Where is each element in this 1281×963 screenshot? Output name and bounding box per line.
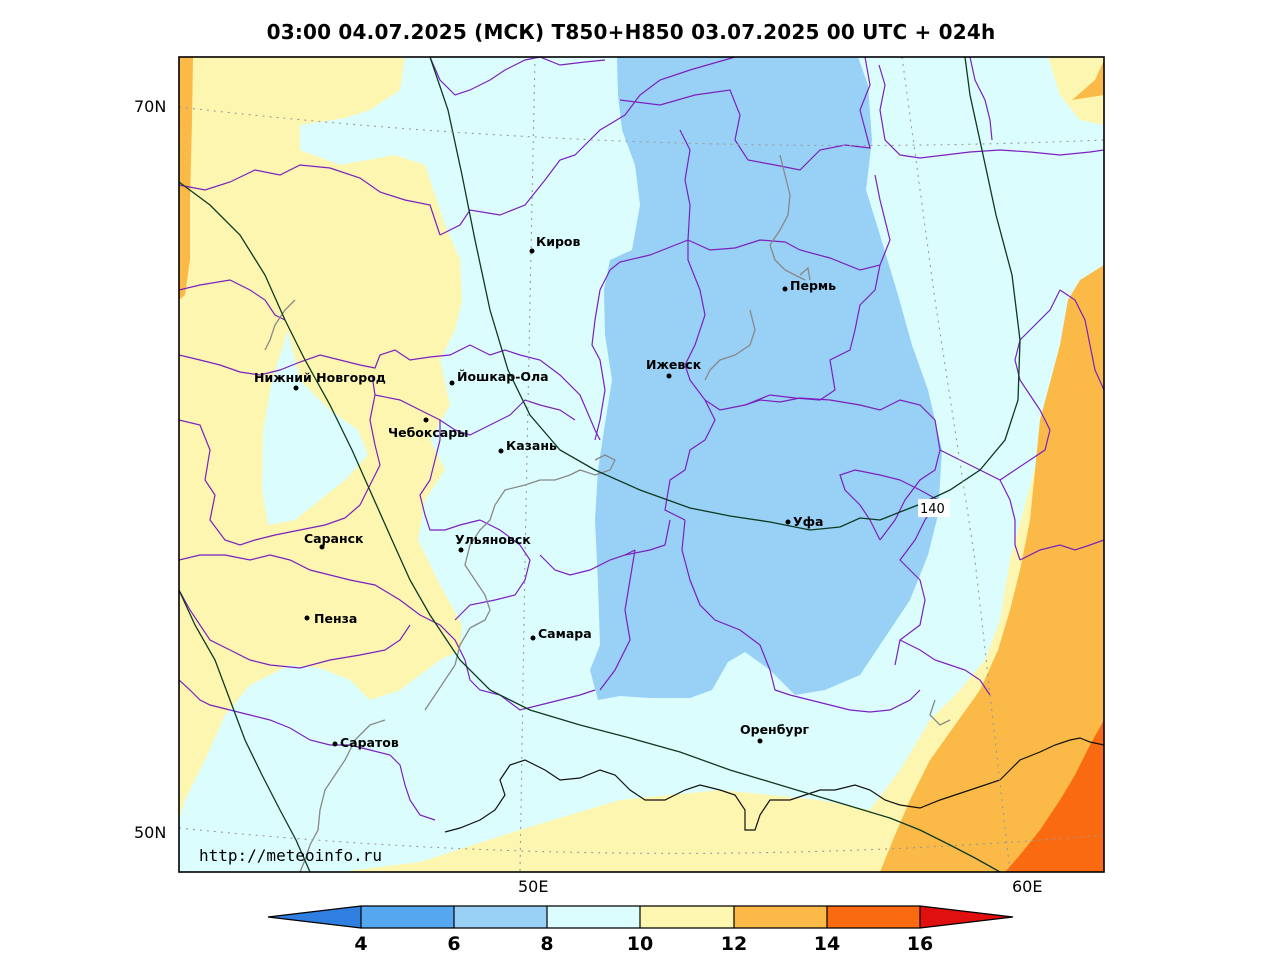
city-label-saransk: Саранск (304, 531, 364, 546)
colorbar-tick-10: 10 (627, 933, 653, 955)
isoline-label-bg (918, 499, 950, 517)
map-field (179, 57, 1104, 872)
city-label-samara: Самара (538, 626, 592, 641)
city-marker (449, 380, 455, 386)
city-marker (498, 448, 504, 454)
temperature-band-12-14-ne (1072, 60, 1104, 100)
city-label-nizhny: Нижний Новгород (254, 370, 386, 385)
city-marker (332, 741, 338, 747)
city-label-ulyanovsk: Ульяновск (455, 532, 531, 547)
colorbar-segment-6-8 (454, 906, 547, 928)
city-ulyanovsk[interactable]: Ульяновск (455, 532, 531, 553)
lat-label-50n: 50N (134, 823, 166, 842)
rivers (264, 154, 951, 872)
cities: Киров Пермь Нижний Новгород Йошкар-Ола И… (254, 234, 836, 750)
city-label-yoshkar: Йошкар-Ола (457, 369, 549, 384)
city-marker (785, 519, 791, 525)
colorbar-segment-10-12 (640, 906, 734, 928)
temperature-band-14-16 (1005, 720, 1104, 872)
colorbar-tick-14: 14 (814, 933, 840, 955)
city-label-orenburg: Оренбург (740, 722, 810, 737)
city-cheboksary[interactable]: Чебоксары (388, 417, 468, 441)
city-label-cheboksary: Чебоксары (388, 425, 468, 440)
city-marker (293, 385, 299, 391)
city-marker (782, 286, 788, 292)
city-nizhny[interactable]: Нижний Новгород (254, 370, 386, 391)
colorbar-dividers (360, 906, 921, 928)
geopotential-isolines (179, 57, 1021, 872)
graticule (179, 57, 1104, 872)
city-label-penza: Пенза (314, 611, 357, 626)
temperature-band-8-10-west (262, 330, 368, 525)
city-marker (458, 547, 464, 553)
city-marker (757, 738, 763, 744)
city-penza[interactable]: Пенза (304, 611, 358, 626)
city-label-perm: Пермь (790, 278, 836, 293)
colorbar-segment-4-6 (361, 906, 454, 928)
city-label-izhevsk: Ижевск (646, 357, 702, 372)
city-label-saratov: Саратов (340, 735, 399, 750)
country-border (444, 737, 1104, 833)
city-yoshkar[interactable]: Йошкар-Ола (449, 369, 549, 386)
city-orenburg[interactable]: Оренбург (740, 722, 810, 744)
lat-label-70n: 70N (134, 97, 166, 116)
colorbar-tick-8: 8 (540, 933, 553, 955)
colorbar-segment-8-10 (547, 906, 640, 928)
colorbar-tick-12: 12 (721, 933, 747, 955)
colorbar-segment-14-16 (827, 906, 920, 928)
colorbar-arrow-right (920, 906, 1013, 928)
city-marker (666, 373, 672, 379)
map-frame (178, 56, 1105, 873)
city-marker (529, 248, 535, 254)
city-marker (423, 417, 429, 423)
colorbar-tick-16: 16 (907, 933, 933, 955)
colorbar-segment-12-14 (734, 906, 827, 928)
colorbar-tick-4: 4 (354, 933, 367, 955)
temperature-band-12-14-west (179, 57, 193, 300)
lon-label-60e: 60E (1012, 877, 1042, 896)
city-label-ufa: Уфа (793, 514, 823, 529)
temperature-band-6-8 (590, 57, 942, 700)
city-izhevsk[interactable]: Ижевск (646, 357, 702, 379)
city-marker (319, 544, 325, 550)
colorbar-tick-6: 6 (447, 933, 460, 955)
colorbar: 4 6 8 10 12 14 16 (267, 905, 1014, 955)
lon-label-50e: 50E (518, 877, 548, 896)
city-kirov[interactable]: Киров (529, 234, 581, 254)
colorbar-arrow-left (268, 906, 361, 928)
city-saratov[interactable]: Саратов (332, 735, 399, 750)
city-label-kazan: Казань (506, 438, 557, 453)
city-ufa[interactable]: Уфа (785, 514, 824, 529)
region-borders (179, 57, 1104, 821)
city-marker (530, 635, 536, 641)
city-perm[interactable]: Пермь (782, 278, 837, 293)
temperature-band-12-14-east (880, 265, 1104, 872)
city-kazan[interactable]: Казань (498, 438, 557, 454)
isoline-label: 140 (920, 502, 945, 517)
city-saransk[interactable]: Саранск (304, 531, 364, 550)
city-label-kirov: Киров (536, 234, 581, 249)
city-marker (304, 615, 310, 621)
source-url: http://meteoinfo.ru (199, 846, 382, 865)
city-samara[interactable]: Самара (530, 626, 592, 641)
map-title: 03:00 04.07.2025 (МСК) T850+H850 03.07.2… (266, 20, 996, 44)
